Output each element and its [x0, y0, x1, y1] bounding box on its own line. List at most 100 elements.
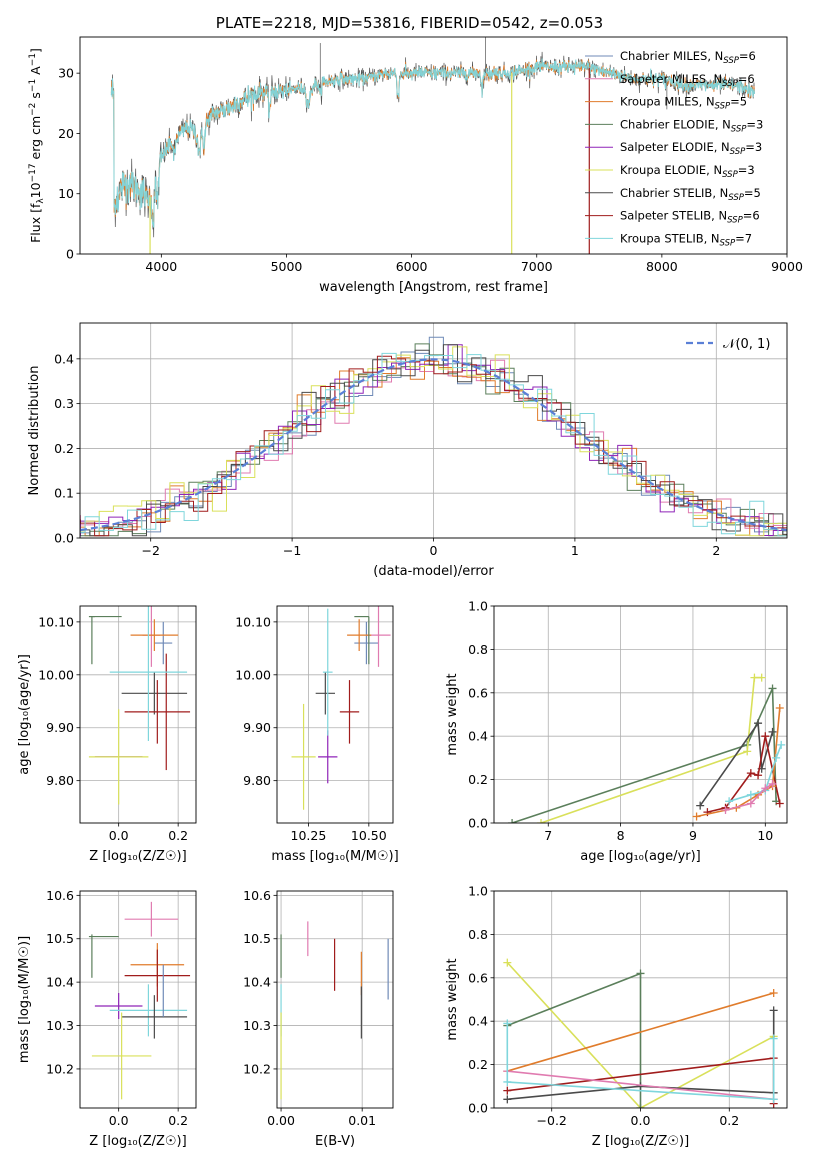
y-axis-label: mass weight — [445, 673, 460, 755]
y-tick-label: 0.0 — [468, 1101, 488, 1116]
y-tick-label: 9.80 — [243, 773, 271, 788]
y-tick-label: 10.6 — [243, 888, 271, 903]
y-tick-label: 10.10 — [38, 614, 74, 629]
x-tick-label: 7 — [544, 828, 552, 843]
y-tick-label: 10.2 — [46, 1061, 74, 1076]
x-axis-label: Z [log₁₀(Z/Z☉)] — [592, 1134, 689, 1149]
axes-frame — [79, 322, 788, 539]
y-tick-label: 0.3 — [54, 396, 74, 411]
x-tick-label: 10.50 — [351, 828, 387, 843]
x-tick-label: 6000 — [396, 259, 428, 274]
weight-line — [699, 720, 774, 807]
weight-marker — [772, 753, 781, 762]
legend-entry: Kroupa ELODIE, NSSP=3 — [620, 163, 755, 180]
y-tick-label: 10 — [58, 186, 74, 201]
x-axis-label: Z [log₁₀(Z/Z☉)] — [89, 849, 186, 864]
normal-curve — [80, 358, 787, 532]
weight-marker — [503, 1095, 512, 1104]
weight-marker — [692, 812, 701, 821]
chart-title: PLATE=2218, MJD=53816, FIBERID=0542, z=0… — [216, 14, 603, 32]
y-tick-label: 0.6 — [468, 685, 488, 700]
weight-marker — [743, 747, 752, 756]
legend-entry: Chabrier STELIB, NSSP=5 — [620, 186, 761, 203]
y-tick-label: 0.1 — [54, 486, 74, 501]
x-tick-label: 0.2 — [168, 828, 188, 843]
weight-line — [511, 688, 777, 823]
weight-marker — [775, 799, 784, 808]
histogram-step — [80, 357, 787, 537]
y-tick-label: 0.4 — [54, 351, 74, 366]
weight-marker — [754, 719, 763, 728]
y-tick-label: 0.4 — [468, 1014, 488, 1029]
x-tick-label: 9 — [689, 828, 697, 843]
histogram-step — [80, 355, 787, 537]
weight-line — [507, 992, 774, 1072]
y-tick-label: 9.90 — [243, 720, 271, 735]
y-tick-label: 9.90 — [46, 720, 74, 735]
y-axis-label: Normed distribution — [27, 366, 42, 496]
x-tick-label: −2 — [141, 543, 159, 558]
y-tick-label: 10.3 — [46, 1018, 74, 1033]
weight-marker — [503, 1019, 512, 1028]
y-tick-label: 0.0 — [468, 816, 488, 831]
weight-line — [507, 1070, 774, 1101]
x-tick-label: 0.0 — [631, 1113, 651, 1128]
panel-age-vs-Z: 0.0 0.2 9.80 9.90 10.00 10.10 Z [log₁₀(Z/Z☉)] a… — [17, 605, 197, 864]
weight-marker — [537, 819, 546, 823]
x-tick-label: 8 — [617, 828, 625, 843]
x-tick-label: 10 — [757, 828, 773, 843]
x-tick-label: 10.25 — [291, 828, 327, 843]
weight-line — [696, 707, 781, 818]
x-tick-label: 7000 — [521, 259, 553, 274]
plot-area — [80, 336, 787, 537]
y-tick-label: 10.4 — [243, 975, 271, 990]
legend-entry: Kroupa STELIB, NSSP=7 — [620, 231, 752, 248]
y-tick-label: 9.80 — [46, 773, 74, 788]
axes-frame — [276, 890, 394, 1109]
weight-marker — [757, 673, 766, 682]
axes-frame — [493, 605, 788, 824]
y-tick-label: 0.2 — [468, 772, 488, 787]
weight-marker — [769, 988, 778, 997]
x-tick-label: −0.2 — [537, 1113, 567, 1128]
panel-age-vs-mass: 10.25 10.50 9.80 9.90 10.00 10.10 mass [log₁₀(… — [235, 605, 399, 864]
legend-entry: Salpeter STELIB, NSSP=6 — [620, 209, 760, 226]
weight-marker — [503, 958, 512, 967]
weight-marker — [768, 727, 777, 736]
y-tick-label: 10.2 — [243, 1061, 271, 1076]
panel-weight-vs-Z: −0.2 0.0 0.2 0.0 0.2 0.4 0.6 0.8 1.0 Z [log₁₀(Z/Z… — [445, 884, 788, 1149]
y-tick-label: 0.0 — [54, 531, 74, 546]
weight-marker — [775, 703, 784, 712]
legend-entry: Kroupa MILES, NSSP=5 — [620, 95, 747, 112]
x-tick-label: 0.0 — [109, 1113, 129, 1128]
y-tick-label: 0.8 — [468, 927, 488, 942]
spectrum-line — [110, 58, 755, 228]
weight-marker — [721, 805, 730, 814]
panel-mass-vs-Z: 0.0 0.2 10.2 10.3 10.4 10.5 10.6 Z [log₁₀(Z/Z☉)… — [17, 888, 197, 1149]
x-tick-label: 2 — [712, 543, 720, 558]
x-axis-label: age [log₁₀(age/yr)] — [580, 849, 701, 864]
weight-marker — [768, 684, 777, 693]
y-tick-label: 0.2 — [468, 1057, 488, 1072]
x-tick-label: 4000 — [145, 259, 177, 274]
y-tick-label: 10.00 — [235, 667, 271, 682]
y-tick-label: 0.4 — [468, 729, 488, 744]
weight-marker — [761, 784, 770, 793]
histogram-step — [80, 352, 787, 537]
plot-area — [88, 606, 191, 805]
x-tick-label: 8000 — [646, 259, 678, 274]
panel-mass-vs-ebv: 0.00 0.01 10.2 10.3 10.4 10.5 10.6 E(B-V) — [243, 888, 394, 1149]
legend-entry: Salpeter MILES, NSSP=6 — [620, 72, 755, 89]
legend-entry: Chabrier ELODIE, NSSP=3 — [620, 117, 763, 134]
x-tick-label: 1 — [571, 543, 579, 558]
axes-frame — [276, 605, 394, 824]
weight-marker — [754, 771, 763, 780]
weight-marker — [769, 1095, 778, 1104]
weight-marker — [769, 1006, 778, 1015]
legend-entry: Salpeter ELODIE, NSSP=3 — [620, 140, 762, 157]
panel-residuals: −2 −1 0 1 2 0.0 0.1 0.2 0.3 0.4 (data-model)/error… — [27, 322, 788, 579]
y-tick-label: 0.6 — [468, 970, 488, 985]
axes-frame — [79, 36, 788, 255]
x-axis-label: (data-model)/error — [373, 564, 494, 579]
y-tick-label: 0 — [66, 247, 74, 262]
